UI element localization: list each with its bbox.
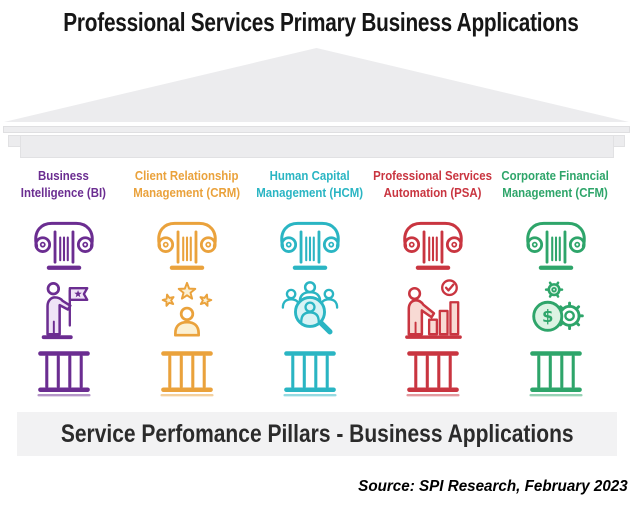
pillar-label: Corporate Financial Management (CFM) <box>501 168 610 200</box>
column-base-icon <box>528 351 583 397</box>
pillar-business-intelligence: Business Intelligence (BI) <box>2 168 125 399</box>
person-with-stars-icon <box>161 281 212 337</box>
dollar-coin-gears-icon: $ <box>531 281 584 332</box>
pillar-label: Human Capital Management (HCM) <box>256 168 363 200</box>
column-capital-icon <box>402 221 463 270</box>
pediment-triangle <box>4 48 629 122</box>
pillar-corporate-financial-management: Corporate Financial Management (CFM) <box>494 168 617 399</box>
roof-strip <box>3 126 630 133</box>
column-base-icon <box>36 351 91 397</box>
person-bar-chart-check-icon <box>404 279 462 339</box>
column-capital-icon <box>156 221 217 270</box>
banner-text: Service Perfomance Pillars - Business Ap… <box>60 419 574 448</box>
pillar-client-relationship-management: Client Relationship Management (CRM) <box>125 168 248 399</box>
column-base-icon <box>405 351 460 397</box>
pillar-professional-services-automation: Professional Services Automation (PSA) <box>371 168 494 399</box>
column-base-icon <box>159 351 214 397</box>
svg-text:$: $ <box>542 307 553 326</box>
person-with-flag-icon <box>41 282 88 340</box>
team-search-magnifier-icon <box>281 281 338 335</box>
source-attribution: Source: SPI Research, February 2023 <box>358 478 628 495</box>
pillar-label: Professional Services Automation (PSA) <box>373 168 492 200</box>
column-capital-icon <box>33 221 94 270</box>
banner-bar: Service Perfomance Pillars - Business Ap… <box>17 412 617 456</box>
pillar-label: Client Relationship Management (CRM) <box>133 168 240 200</box>
pillar-human-capital-management: Human Capital Management (HCM) <box>248 168 371 399</box>
lintel-bar <box>20 135 614 158</box>
pillar-row: Business Intelligence (BI) <box>2 168 617 399</box>
pillar-label: Business Intelligence (BI) <box>20 168 107 200</box>
column-base-icon <box>282 351 337 397</box>
column-capital-icon <box>525 221 586 270</box>
page-title: Professional Services Primary Business A… <box>63 7 579 37</box>
column-capital-icon <box>279 221 340 270</box>
